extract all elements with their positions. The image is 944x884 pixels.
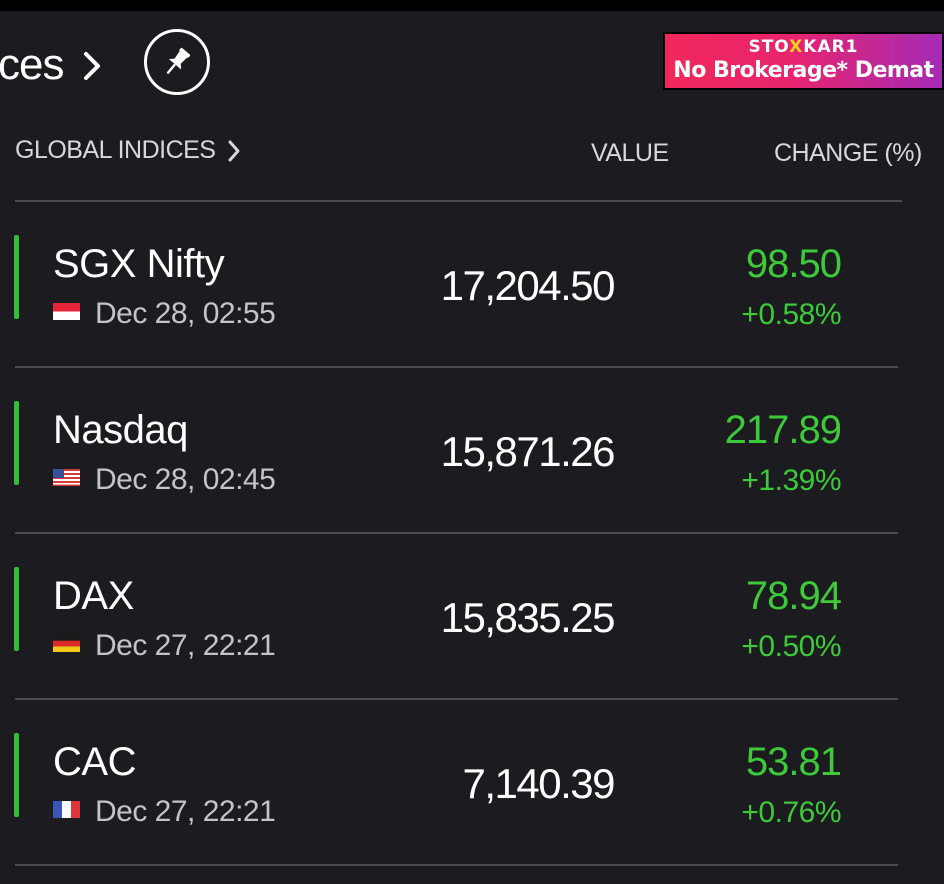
index-change-percent: +0.76% (741, 796, 841, 829)
index-change-percent: +0.58% (741, 298, 841, 331)
index-change: 78.94 (745, 574, 842, 618)
row-divider (15, 366, 898, 368)
row-divider (15, 532, 898, 534)
index-row-sgx-nifty[interactable]: SGX Nifty Dec 28, 02:55 17,204.50 98.50 … (0, 202, 944, 366)
ad-brand: STOXKAR1 (748, 37, 859, 57)
trend-indicator (14, 733, 19, 817)
pin-icon (166, 47, 191, 74)
singapore-flag-icon (53, 303, 80, 320)
chevron-right-icon (228, 140, 240, 161)
pin-button[interactable] (144, 29, 210, 95)
ad-banner[interactable]: STOXKAR1 No Brokerage* Demat (663, 32, 944, 90)
row-divider (15, 864, 898, 866)
index-change: 53.81 (745, 740, 842, 784)
index-value: 15,835.25 (440, 594, 616, 641)
index-name: CAC (53, 740, 136, 784)
value-column-header: VALUE (591, 139, 669, 167)
row-divider (15, 698, 898, 700)
status-bar-strip (0, 0, 944, 11)
index-timestamp: Dec 28, 02:45 (95, 463, 276, 496)
page-title[interactable]: ces (0, 40, 64, 89)
global-indices-link[interactable]: GLOBAL INDICES (15, 136, 241, 165)
germany-flag-icon (53, 635, 80, 652)
index-change-percent: +1.39% (741, 464, 841, 497)
index-timestamp: Dec 27, 22:21 (95, 629, 276, 662)
index-value: 7,140.39 (462, 760, 616, 807)
france-flag-icon (53, 801, 80, 818)
index-change: 98.50 (745, 242, 842, 286)
index-name: DAX (53, 574, 134, 618)
ad-tagline: No Brokerage* Demat (673, 58, 934, 83)
change-column-header: CHANGE (%) (774, 139, 922, 167)
index-change-percent: +0.50% (741, 630, 841, 663)
header-divider (15, 200, 902, 202)
index-change: 217.89 (724, 408, 842, 452)
index-timestamp: Dec 27, 22:21 (95, 795, 276, 828)
trend-indicator (14, 235, 19, 319)
index-timestamp: Dec 28, 02:55 (95, 297, 276, 330)
trend-indicator (14, 567, 19, 651)
index-row-cac[interactable]: CAC Dec 27, 22:21 7,140.39 53.81 +0.76% (0, 700, 944, 864)
index-row-dax[interactable]: DAX Dec 27, 22:21 15,835.25 78.94 +0.50% (0, 534, 944, 698)
chevron-right-icon[interactable] (80, 50, 104, 82)
trend-indicator (14, 401, 19, 485)
usa-flag-icon (53, 469, 80, 486)
index-row-nasdaq[interactable]: Nasdaq Dec 28, 02:45 15,871.26 217.89 +1… (0, 368, 944, 532)
index-name: SGX Nifty (53, 242, 225, 286)
index-name: Nasdaq (53, 408, 188, 452)
index-value: 15,871.26 (440, 428, 616, 475)
index-value: 17,204.50 (440, 262, 616, 309)
